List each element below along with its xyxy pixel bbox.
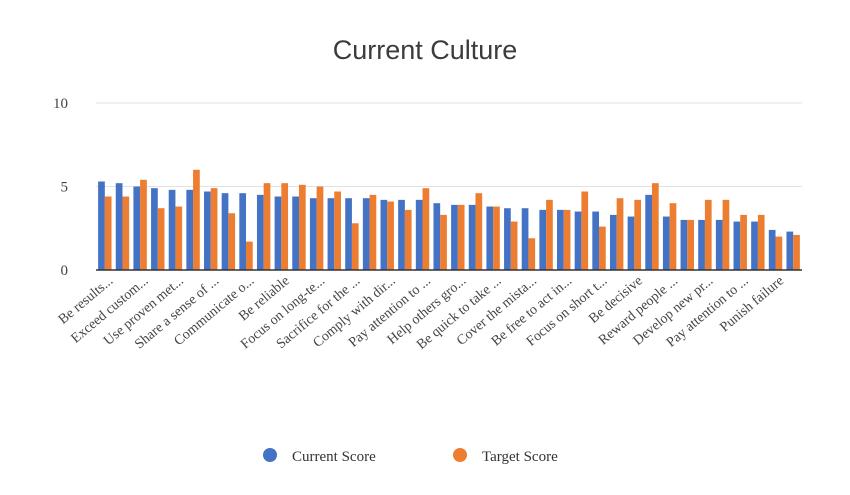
bar xyxy=(634,199,642,270)
bar xyxy=(387,201,394,270)
bar xyxy=(645,194,652,270)
bar xyxy=(680,219,688,270)
bar xyxy=(133,186,141,270)
bar xyxy=(616,198,624,270)
bar xyxy=(351,223,359,270)
bar xyxy=(775,236,783,270)
bar xyxy=(263,183,271,270)
bar xyxy=(599,226,606,270)
bar xyxy=(256,194,264,270)
bar xyxy=(504,208,511,270)
gridlines xyxy=(96,102,802,187)
bar xyxy=(204,191,211,270)
bar xyxy=(592,211,600,270)
legend-item: Current Score xyxy=(263,448,376,465)
bar xyxy=(433,203,441,270)
bar xyxy=(486,206,494,270)
series-target-score xyxy=(104,169,800,270)
y-tick-label: 10 xyxy=(53,96,68,112)
bar xyxy=(281,183,289,270)
bar xyxy=(404,209,412,270)
legend-item: Target Score xyxy=(453,448,558,465)
bar xyxy=(687,219,694,270)
bar xyxy=(493,206,500,270)
bar xyxy=(415,199,423,270)
bars xyxy=(98,169,800,270)
bar xyxy=(274,196,282,270)
bar xyxy=(528,238,536,270)
y-tick-label: 5 xyxy=(61,180,69,196)
bar xyxy=(334,191,341,270)
bar xyxy=(309,198,317,270)
bar xyxy=(398,199,405,270)
bar xyxy=(563,209,571,270)
bar xyxy=(422,188,430,270)
bar xyxy=(457,204,465,270)
bar xyxy=(298,184,306,270)
bar xyxy=(698,219,705,270)
legend-label: Current Score xyxy=(292,449,376,465)
bar xyxy=(122,196,130,270)
bar xyxy=(574,211,582,270)
legend-label: Target Score xyxy=(482,449,558,465)
bar xyxy=(140,179,147,270)
bar xyxy=(292,196,299,270)
chart-title: Current Culture xyxy=(333,35,518,65)
bar xyxy=(539,209,547,270)
bar xyxy=(369,194,377,270)
bar xyxy=(246,241,253,270)
bar xyxy=(175,206,183,270)
bar xyxy=(380,199,388,270)
bar xyxy=(186,189,194,270)
bar xyxy=(581,191,589,270)
bar xyxy=(510,221,518,270)
bar xyxy=(451,204,458,270)
bar xyxy=(715,219,723,270)
bar xyxy=(557,209,564,270)
bar xyxy=(662,216,670,270)
bar xyxy=(228,213,236,270)
bar xyxy=(362,198,370,270)
bar xyxy=(210,188,218,270)
bar xyxy=(740,214,747,270)
bar xyxy=(345,198,352,270)
bar xyxy=(669,203,677,270)
bar xyxy=(751,221,758,270)
legend: Current Score Target Score xyxy=(263,448,558,465)
bar xyxy=(468,204,476,270)
bar xyxy=(193,169,200,270)
bar xyxy=(546,199,553,270)
bar xyxy=(327,198,335,270)
bar xyxy=(609,214,617,270)
bar xyxy=(475,193,483,270)
series-current-score xyxy=(98,181,794,270)
legend-marker xyxy=(263,448,277,462)
bar xyxy=(768,229,776,270)
x-axis-ticks: Be results...Exceed custom...Use proven … xyxy=(56,274,787,353)
bar xyxy=(151,188,158,270)
bar xyxy=(98,181,105,270)
bar xyxy=(704,199,712,270)
bar xyxy=(440,214,447,270)
bar xyxy=(733,221,741,270)
bar xyxy=(104,196,112,270)
bar xyxy=(651,183,659,270)
bar xyxy=(786,231,794,270)
bar xyxy=(316,186,324,270)
bar xyxy=(627,216,635,270)
y-axis-ticks: 0 5 10 xyxy=(53,96,68,279)
y-tick-label: 0 xyxy=(61,263,69,279)
bar xyxy=(239,193,247,270)
bar xyxy=(521,208,529,270)
bar xyxy=(221,193,229,270)
bar xyxy=(757,214,765,270)
bar xyxy=(168,189,176,270)
legend-marker xyxy=(453,448,467,462)
bar xyxy=(157,208,165,270)
bar xyxy=(115,183,123,270)
bar xyxy=(722,199,730,270)
bar xyxy=(793,234,800,270)
